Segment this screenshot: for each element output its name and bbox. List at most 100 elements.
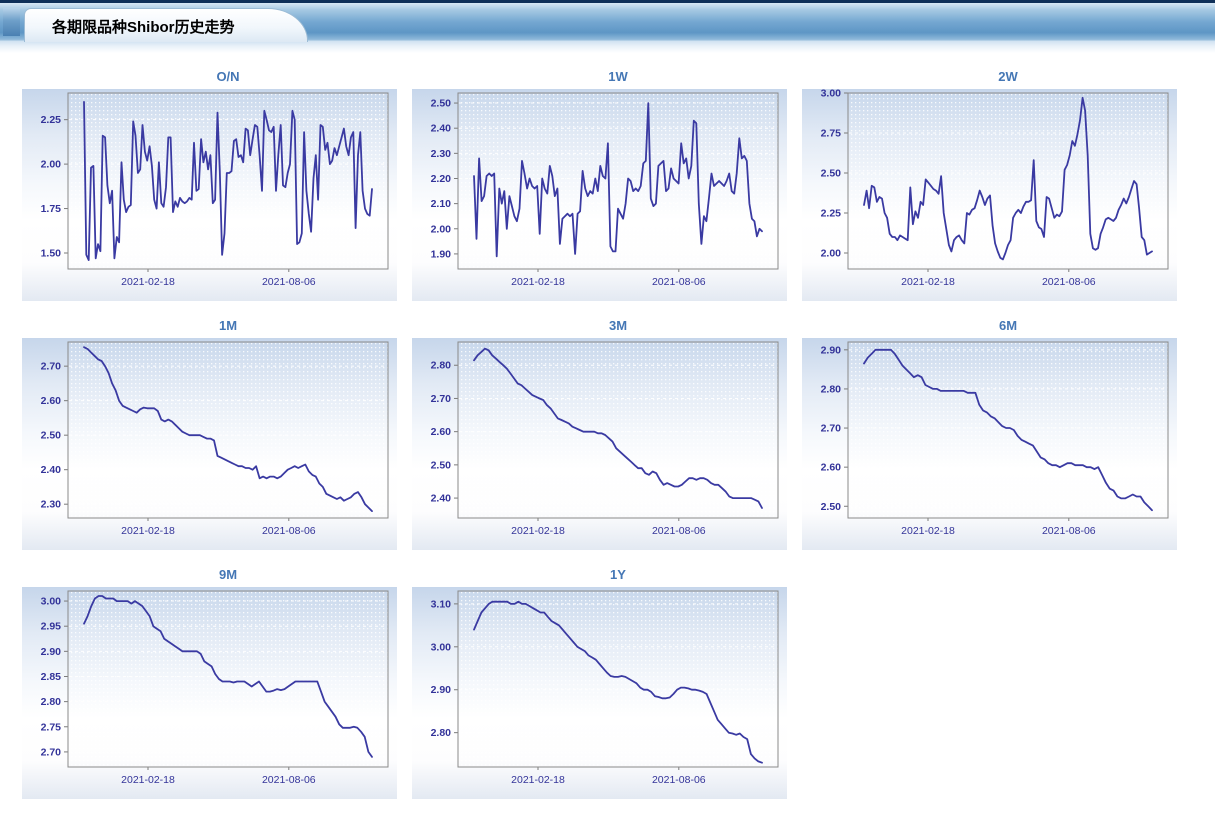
x-tick-label: 2021-08-06 bbox=[1042, 525, 1096, 537]
chart-panel: 2.70 2.60 2.50 2.40 2.30 2021-02-18 2021-08-06 bbox=[22, 338, 397, 550]
y-tick-label: 2.25 bbox=[821, 208, 842, 220]
y-tick-label: 2.30 bbox=[431, 148, 452, 160]
y-tick-label: 2.75 bbox=[41, 721, 62, 733]
y-tick-label: 3.00 bbox=[41, 596, 62, 608]
y-tick-label: 2.40 bbox=[431, 123, 452, 135]
y-tick-label: 2.50 bbox=[431, 98, 452, 110]
x-tick-label: 2021-08-06 bbox=[1042, 276, 1096, 288]
y-tick-label: 2.70 bbox=[41, 361, 62, 373]
y-tick-label: 2.70 bbox=[821, 423, 842, 435]
y-tick-label: 2.80 bbox=[41, 696, 62, 708]
x-tick-label: 2021-02-18 bbox=[511, 276, 565, 288]
chart-line bbox=[473, 347, 763, 509]
chart-section-9M: 9M 3.00 2.95 2.90 2.85 2.80 2.75 2.70 2021-02-18… bbox=[22, 567, 397, 799]
chart-canvas: 2.90 2.80 2.70 2.60 2.50 2021-02-18 2021-08-06 bbox=[821, 341, 1169, 537]
x-tick-label: 2021-02-18 bbox=[121, 276, 175, 288]
chart-canvas: 3.10 3.00 2.90 2.80 2021-02-18 2021-08-06 bbox=[431, 590, 779, 786]
chart-title: 6M bbox=[998, 318, 1018, 333]
chart-canvas: 2.50 2.40 2.30 2.20 2.10 2.00 1.90 2021-02-18 20… bbox=[431, 92, 779, 288]
chart-title: 1W bbox=[608, 69, 628, 84]
y-tick-label: 2.60 bbox=[431, 426, 452, 438]
chart-canvas: 2.25 2.00 1.75 1.50 2021-02-18 2021-08-06 bbox=[41, 92, 389, 288]
chart-title: 1M bbox=[218, 318, 238, 333]
y-tick-label: 2.50 bbox=[821, 168, 842, 180]
chart-panel: 2.80 2.70 2.60 2.50 2.40 2021-02-18 2021-08-06 bbox=[412, 338, 787, 550]
chart-line bbox=[473, 102, 763, 258]
y-tick-label: 2.25 bbox=[41, 114, 62, 126]
chart-panel: 3.00 2.75 2.50 2.25 2.00 2021-02-18 2021-08-06 bbox=[802, 89, 1177, 301]
y-tick-label: 2.50 bbox=[41, 430, 62, 442]
header-bar: 各期限品种Shibor历史走势 bbox=[0, 3, 1215, 42]
y-tick-label: 2.90 bbox=[41, 646, 62, 658]
chart-line bbox=[83, 346, 373, 513]
chart-section-1M: 1M 2.70 2.60 2.50 2.40 2.30 2021-02-18 2021-08-… bbox=[22, 318, 397, 550]
y-tick-label: 2.30 bbox=[41, 499, 62, 511]
y-tick-label: 2.00 bbox=[431, 223, 452, 235]
page-header: 各期限品种Shibor历史走势 bbox=[0, 0, 1215, 53]
y-tick-label: 2.85 bbox=[41, 671, 62, 683]
charts-grid: O/N 2.25 2.00 1.75 1.50 2021-02-18 2021-08-06 1… bbox=[0, 53, 1215, 799]
y-tick-label: 2.90 bbox=[821, 344, 842, 356]
x-tick-label: 2021-08-06 bbox=[652, 774, 706, 786]
y-tick-label: 2.40 bbox=[41, 464, 62, 476]
page-title: 各期限品种Shibor历史走势 bbox=[52, 19, 235, 36]
header-accent-square bbox=[3, 8, 20, 36]
y-tick-label: 2.60 bbox=[41, 395, 62, 407]
y-tick-label: 2.60 bbox=[821, 462, 842, 474]
x-tick-label: 2021-02-18 bbox=[511, 525, 565, 537]
y-tick-label: 2.70 bbox=[41, 746, 62, 758]
chart-line bbox=[83, 100, 373, 262]
y-tick-label: 2.70 bbox=[431, 393, 452, 405]
chart-section-3M: 3M 2.80 2.70 2.60 2.50 2.40 2021-02-18 2021-08-… bbox=[412, 318, 787, 550]
y-tick-label: 2.50 bbox=[431, 459, 452, 471]
chart-canvas: 3.00 2.95 2.90 2.85 2.80 2.75 2.70 2021-02-18 20… bbox=[41, 590, 389, 786]
header-tab: 各期限品种Shibor历史走势 bbox=[24, 8, 308, 42]
chart-title: 2W bbox=[998, 69, 1018, 84]
chart-panel: 3.00 2.95 2.90 2.85 2.80 2.75 2.70 2021-02-18 20… bbox=[22, 587, 397, 799]
y-tick-label: 2.80 bbox=[431, 727, 452, 739]
y-tick-label: 2.00 bbox=[41, 159, 62, 171]
chart-line bbox=[83, 595, 373, 758]
x-tick-label: 2021-08-06 bbox=[262, 525, 316, 537]
x-tick-label: 2021-08-06 bbox=[262, 774, 316, 786]
x-tick-label: 2021-02-18 bbox=[511, 774, 565, 786]
y-tick-label: 2.10 bbox=[431, 198, 452, 210]
y-tick-label: 3.00 bbox=[431, 641, 452, 653]
x-tick-label: 2021-08-06 bbox=[652, 276, 706, 288]
y-tick-label: 2.00 bbox=[821, 248, 842, 260]
y-tick-label: 3.00 bbox=[821, 89, 842, 100]
y-tick-label: 2.80 bbox=[821, 383, 842, 395]
y-tick-label: 2.75 bbox=[821, 128, 842, 140]
y-tick-label: 2.40 bbox=[431, 493, 452, 505]
chart-title: 3M bbox=[608, 318, 628, 333]
x-tick-label: 2021-08-06 bbox=[652, 525, 706, 537]
chart-line bbox=[863, 96, 1153, 261]
chart-section-ON: O/N 2.25 2.00 1.75 1.50 2021-02-18 2021-08-06 bbox=[22, 69, 397, 301]
chart-section-1Y: 1Y 3.10 3.00 2.90 2.80 2021-02-18 2021-08-06 bbox=[412, 567, 787, 799]
y-tick-label: 2.50 bbox=[821, 501, 842, 513]
chart-title: 9M bbox=[218, 567, 238, 582]
x-tick-label: 2021-02-18 bbox=[901, 525, 955, 537]
header-topline bbox=[0, 0, 1215, 3]
chart-panel: 2.50 2.40 2.30 2.20 2.10 2.00 1.90 2021-02-18 20… bbox=[412, 89, 787, 301]
chart-line bbox=[863, 348, 1153, 512]
chart-panel: 3.10 3.00 2.90 2.80 2021-02-18 2021-08-06 bbox=[412, 587, 787, 799]
chart-canvas: 3.00 2.75 2.50 2.25 2.00 2021-02-18 2021-08-06 bbox=[821, 89, 1169, 288]
chart-canvas: 2.80 2.70 2.60 2.50 2.40 2021-02-18 2021-08-06 bbox=[431, 341, 779, 537]
y-tick-label: 2.95 bbox=[41, 621, 62, 633]
chart-title: O/N bbox=[216, 69, 240, 84]
chart-title: 1Y bbox=[610, 567, 626, 582]
x-tick-label: 2021-02-18 bbox=[901, 276, 955, 288]
chart-section-6M: 6M 2.90 2.80 2.70 2.60 2.50 2021-02-18 2021-08-… bbox=[802, 318, 1177, 550]
y-tick-label: 3.10 bbox=[431, 598, 452, 610]
x-tick-label: 2021-02-18 bbox=[121, 774, 175, 786]
chart-line bbox=[473, 600, 763, 764]
y-tick-label: 2.90 bbox=[431, 684, 452, 696]
chart-panel: 2.25 2.00 1.75 1.50 2021-02-18 2021-08-06 bbox=[22, 89, 397, 301]
chart-panel: 2.90 2.80 2.70 2.60 2.50 2021-02-18 2021-08-06 bbox=[802, 338, 1177, 550]
y-tick-label: 2.80 bbox=[431, 360, 452, 372]
x-tick-label: 2021-02-18 bbox=[121, 525, 175, 537]
y-tick-label: 1.90 bbox=[431, 248, 452, 260]
header-fade bbox=[0, 41, 1215, 53]
y-tick-label: 2.20 bbox=[431, 173, 452, 185]
